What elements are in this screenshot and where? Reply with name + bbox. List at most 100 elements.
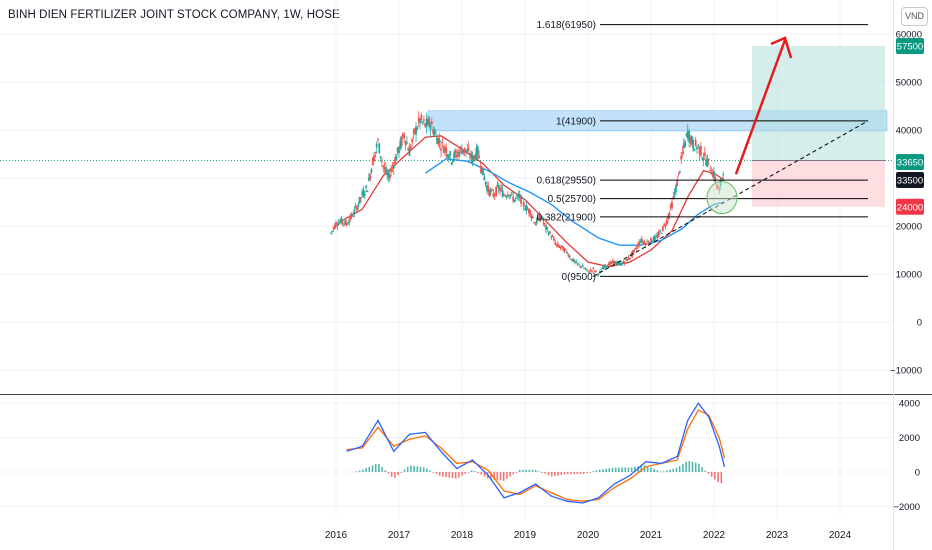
support-circle	[706, 181, 738, 215]
price-tick-label: 60000	[896, 30, 922, 41]
macd-histogram-bar	[669, 469, 671, 472]
macd-tick-label: 4000	[899, 399, 920, 410]
price-candle	[598, 271, 601, 273]
price-candle	[513, 199, 516, 202]
price-candle	[602, 266, 605, 269]
price-candle	[377, 139, 379, 141]
macd-histogram-bar	[438, 472, 441, 476]
price-candle	[522, 202, 525, 207]
price-candle	[504, 195, 507, 197]
price-candle	[459, 147, 462, 149]
currency-button[interactable]: VND	[901, 7, 928, 26]
price-candle	[350, 213, 353, 217]
price-candle	[646, 241, 648, 243]
macd-histogram-bar	[688, 461, 691, 472]
price-candle	[634, 247, 637, 249]
price-candle	[575, 261, 578, 264]
stop-zone	[752, 160, 885, 207]
price-candle	[512, 196, 515, 201]
macd-histogram-bar	[374, 464, 377, 472]
price-candle	[462, 151, 465, 153]
price-candle	[417, 117, 420, 122]
price-candle	[365, 185, 368, 188]
price-candle	[339, 221, 341, 223]
price-candle	[639, 241, 642, 243]
fib-level-label: 0(9500)	[562, 272, 596, 283]
price-candle	[503, 195, 505, 197]
price-candle	[487, 185, 490, 192]
price-candle	[693, 148, 696, 152]
macd-histogram-bar	[358, 470, 361, 472]
price-candle	[699, 146, 702, 156]
price-candle	[349, 214, 352, 220]
price-badge-label: 33650	[897, 158, 923, 169]
price-candle	[371, 157, 374, 166]
price-candle	[353, 209, 356, 214]
macd-histogram-bar	[387, 472, 390, 474]
macd-histogram-bar	[589, 472, 591, 473]
price-candle	[713, 171, 715, 179]
price-candle	[652, 237, 655, 242]
price-tick-label: 0	[917, 318, 922, 329]
macd-histogram-bar	[685, 461, 687, 472]
price-candle	[591, 270, 593, 272]
zones	[427, 46, 888, 207]
price-candle	[682, 143, 685, 148]
price-candle	[533, 222, 536, 224]
price-candle	[654, 236, 656, 241]
price-candle	[378, 143, 381, 154]
price-candle	[542, 222, 545, 224]
macd-histogram-bar	[666, 470, 668, 472]
price-candle	[441, 141, 444, 143]
macd-histogram-bar	[390, 472, 393, 477]
macd-histogram-bar	[579, 472, 582, 475]
price-candle	[623, 262, 626, 265]
macd-histogram-bar	[435, 472, 438, 474]
price-candle	[588, 271, 591, 273]
macd-histogram-bar	[477, 472, 479, 473]
price-candle	[412, 131, 415, 133]
price-candle	[420, 115, 423, 121]
price-candle	[564, 248, 567, 250]
macd-histogram-bar	[701, 467, 703, 472]
macd-histogram-bar	[454, 472, 457, 479]
price-badge	[896, 154, 924, 170]
price-candle	[483, 176, 486, 181]
macd-histogram-bar	[541, 472, 543, 473]
macd-histogram-bar	[704, 470, 707, 472]
price-candle	[660, 233, 663, 235]
price-candle	[488, 189, 491, 196]
price-candle	[686, 130, 689, 139]
price-candle	[423, 119, 425, 121]
macd-histogram-bar	[650, 467, 652, 472]
price-candle	[386, 172, 389, 176]
price-candle	[518, 193, 521, 199]
price-candle	[672, 196, 675, 199]
macd-histogram-bar	[560, 472, 563, 476]
price-candle	[621, 262, 624, 265]
price-candle	[344, 220, 347, 225]
axes: 50000400003000020000100000−1000060000400…	[325, 0, 924, 550]
macd-histogram-bar	[630, 467, 633, 472]
macd-histogram-bar	[538, 471, 540, 473]
price-candle	[345, 222, 348, 225]
price-candle	[593, 270, 596, 272]
price-candle	[547, 232, 550, 235]
macd-histogram-bar	[592, 471, 595, 473]
price-candle	[482, 168, 484, 176]
price-candle	[446, 154, 449, 158]
price-candle	[706, 158, 709, 167]
price-candle	[655, 236, 658, 238]
price-candle	[656, 235, 659, 238]
macd-tick-label: 0	[915, 468, 920, 479]
price-candle	[705, 160, 708, 166]
price-candle	[722, 174, 725, 176]
macd-histogram-bar	[714, 472, 716, 480]
macd-histogram-bar	[368, 466, 371, 472]
macd-histogram-bar	[445, 472, 447, 478]
macd-histogram-bar	[461, 472, 463, 476]
time-tick-label: 2019	[514, 530, 537, 541]
price-candle	[521, 197, 524, 199]
price-candle	[475, 147, 478, 160]
